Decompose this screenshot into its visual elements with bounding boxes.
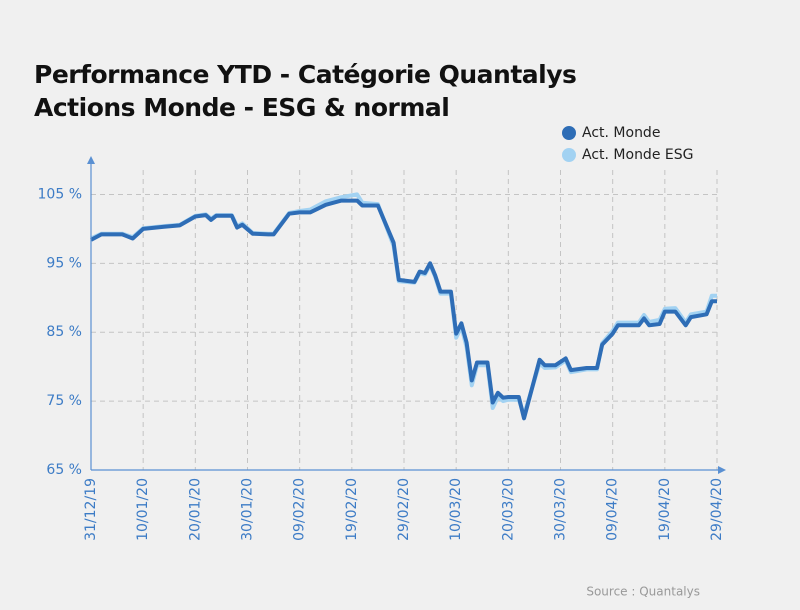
lines: [90, 192, 717, 421]
y-tick-label: 65 %: [46, 462, 82, 478]
y-tick-label: 105 %: [38, 186, 82, 202]
x-tick-label: 20/01/20: [187, 478, 203, 541]
x-tick-label: 10/01/20: [135, 478, 151, 541]
chart-title: Performance YTD - Catégorie Quantalys: [34, 60, 576, 89]
grid: [91, 170, 718, 470]
chart-title: Actions Monde - ESG & normal: [34, 93, 449, 122]
x-tick-label: 09/04/20: [605, 478, 621, 541]
legend-marker: [562, 148, 576, 162]
x-tick-label: 29/04/20: [709, 478, 725, 541]
labels: 65 % 75 % 85 % 95 % 105 % 31/12/19 10/01/20 20/…: [38, 125, 725, 541]
x-tick-label: 10/03/20: [448, 478, 464, 541]
x-tick-label: 19/04/20: [657, 478, 673, 541]
x-tick-label: 19/02/20: [344, 478, 360, 541]
x-tick-label: 31/12/19: [83, 478, 99, 541]
x-tick-label: 30/03/20: [553, 478, 569, 541]
x-tick-label: 09/02/20: [292, 478, 308, 541]
source: Source : Quantalys: [586, 585, 700, 599]
x-axis-arrow: [718, 466, 726, 474]
x-tick-label: 20/03/20: [500, 478, 516, 541]
y-tick-label: 75 %: [46, 393, 82, 409]
y-tick-label: 85 %: [46, 324, 82, 340]
series-line: [90, 198, 717, 421]
x-tick-label: 30/01/20: [240, 478, 256, 541]
legend-label: Act. Monde: [582, 125, 660, 141]
y-axis-arrow: [87, 156, 95, 164]
legend-marker: [562, 126, 576, 140]
legend-label: Act. Monde ESG: [582, 147, 693, 163]
y-tick-label: 95 %: [46, 255, 82, 271]
x-tick-label: 29/02/20: [396, 478, 412, 541]
